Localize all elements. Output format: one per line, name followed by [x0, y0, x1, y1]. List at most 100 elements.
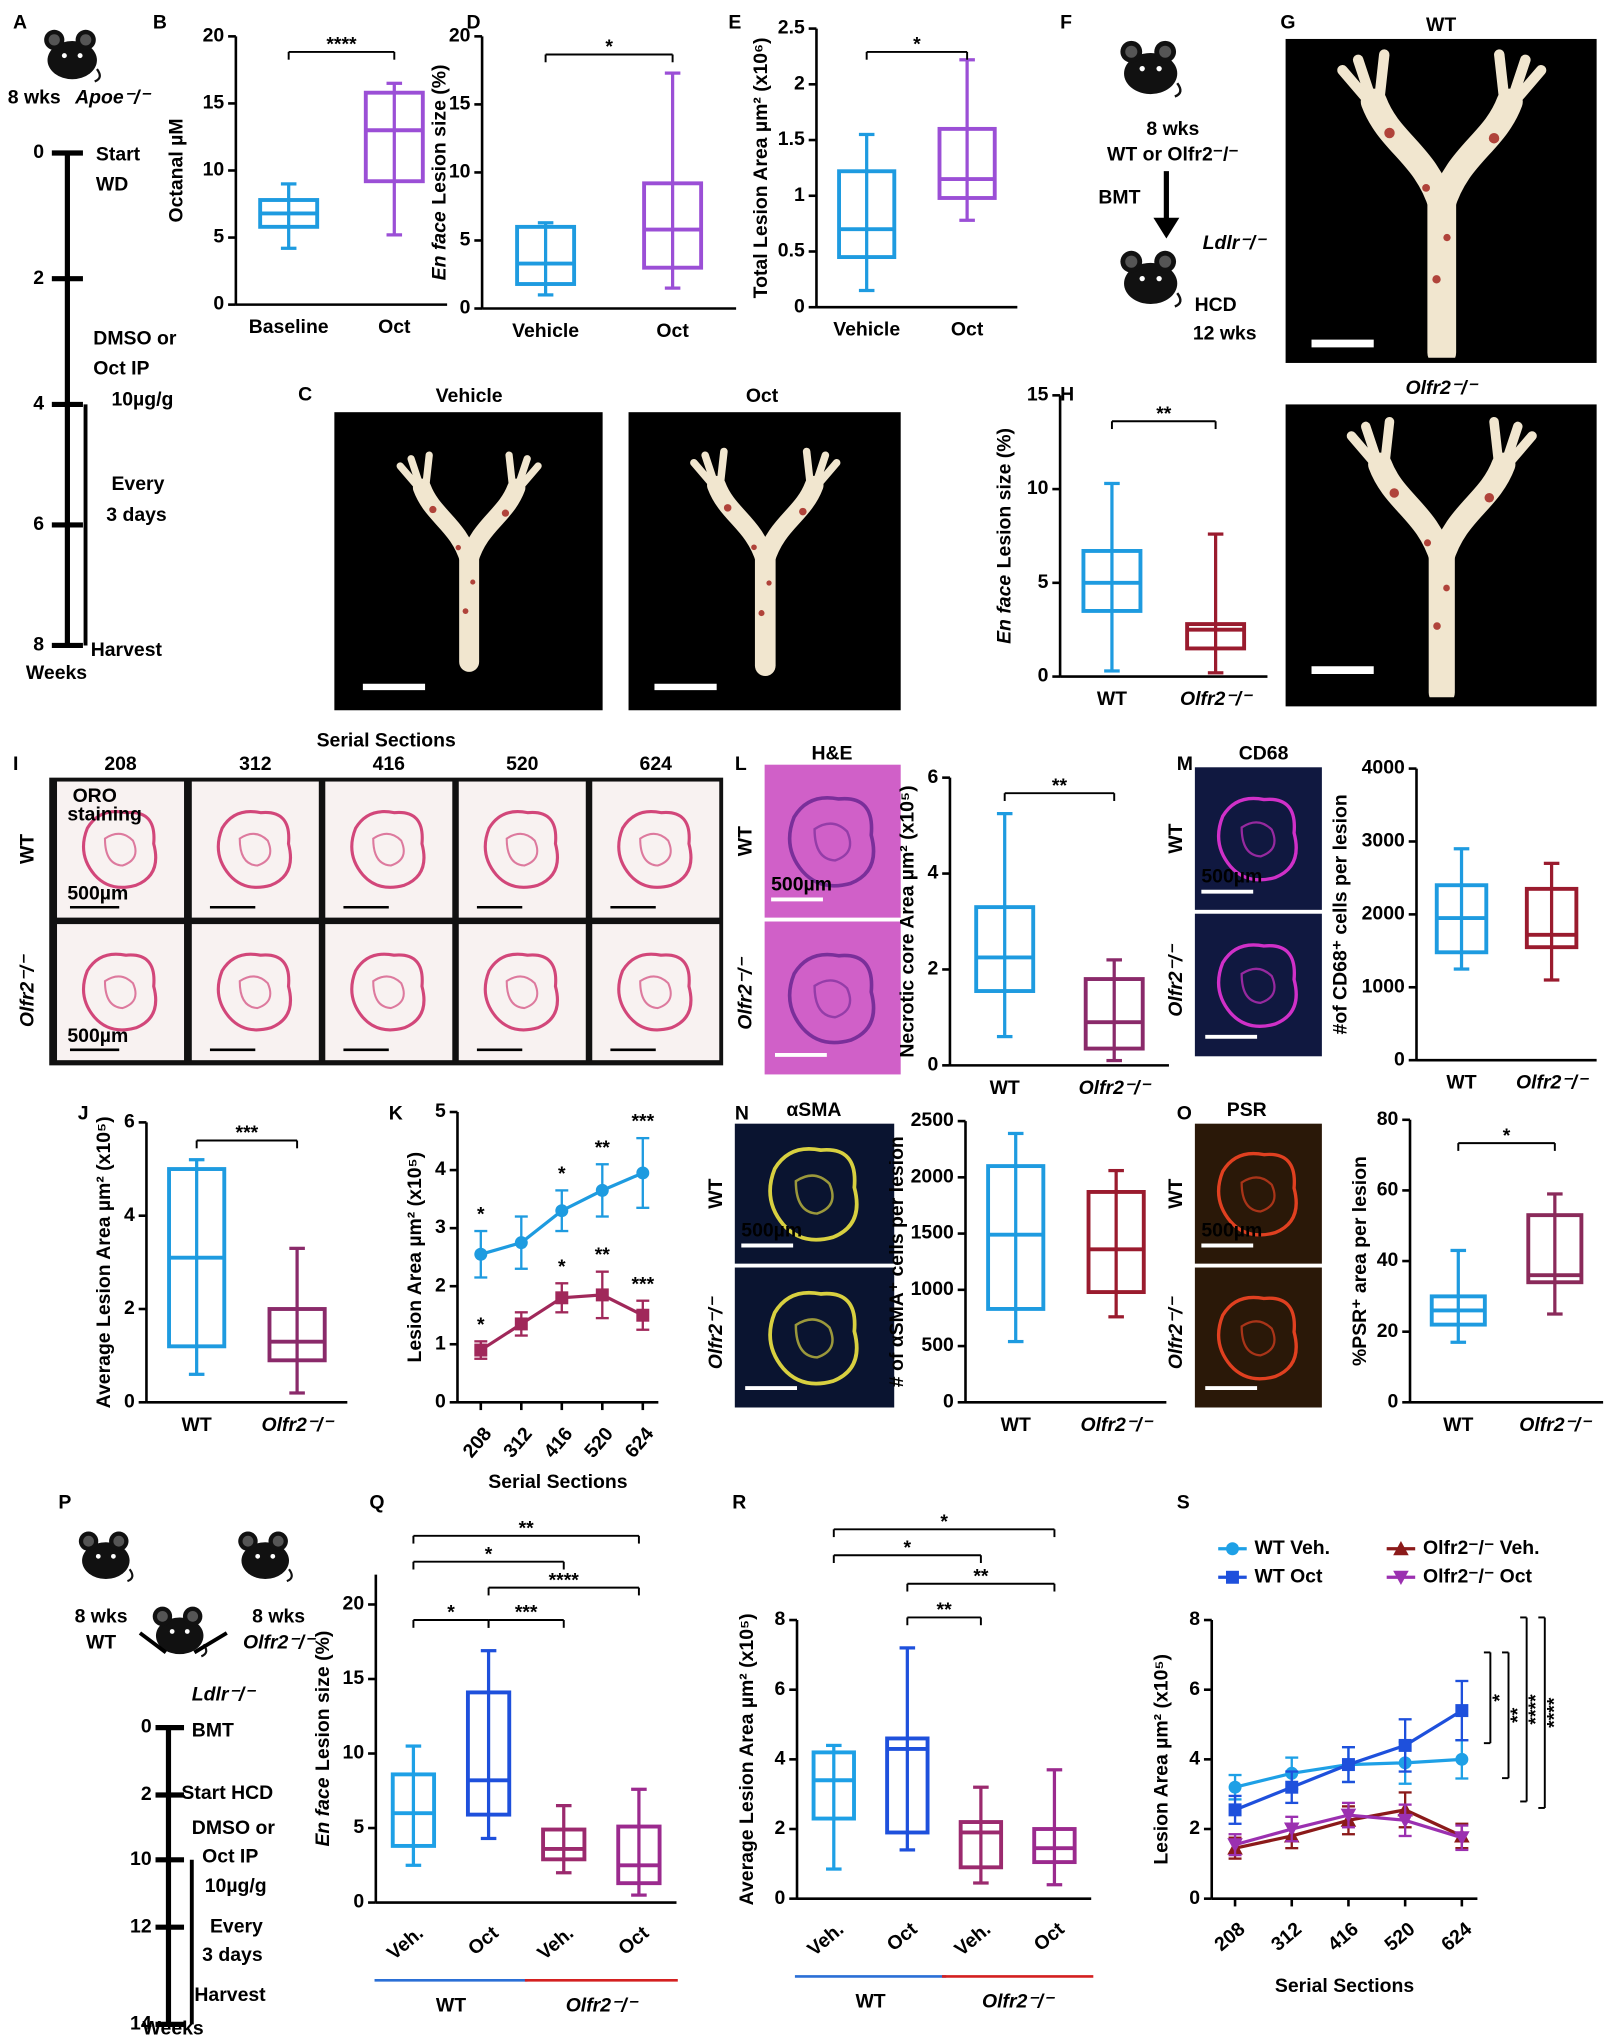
- x-tick-label: Vehicle: [833, 319, 900, 341]
- x-tick-label: Oct: [378, 316, 411, 338]
- significance: ***: [631, 1273, 654, 1295]
- significance: *: [1489, 1694, 1511, 1702]
- x-tick-label: Olfr2⁻/⁻: [1519, 1414, 1592, 1436]
- label: 12: [130, 1915, 152, 1937]
- label: WT: [1426, 14, 1456, 36]
- significance: ***: [236, 1122, 259, 1144]
- y-tick-label: 15: [1027, 383, 1049, 405]
- y-tick-label: 4: [1189, 1747, 1200, 1769]
- significance: **: [1507, 1707, 1529, 1723]
- label: Ldlr⁻/⁻: [1203, 232, 1267, 254]
- label: Olfr2⁻/⁻: [17, 954, 39, 1027]
- y-tick-label: 3000: [1362, 830, 1405, 852]
- y-axis-label: Average Lesion Area µm² (x10⁵): [736, 1613, 758, 1905]
- significance: ***: [631, 1111, 654, 1133]
- panel-letter: G: [1280, 12, 1295, 34]
- point: [1398, 1738, 1412, 1752]
- label: Apoe⁻/⁻: [74, 87, 151, 109]
- label: 12 wks: [1193, 323, 1257, 345]
- point: [1228, 1780, 1242, 1794]
- y-tick-label: 0: [435, 1390, 446, 1412]
- y-axis-label-text: Lesion Area µm² (x10⁵): [1151, 1654, 1173, 1865]
- legend-label: WT Oct: [1254, 1565, 1322, 1587]
- legend-marker: [1225, 1542, 1239, 1556]
- y-tick-label: 10: [1027, 477, 1049, 499]
- y-axis-label: #of CD68⁺ cells per lesion: [1329, 794, 1351, 1034]
- line: [138, 1631, 168, 1654]
- y-tick-label: 0.5: [778, 240, 805, 262]
- box: [937, 126, 997, 200]
- box: [1185, 622, 1247, 651]
- point: [1228, 1803, 1242, 1817]
- point: [1455, 1752, 1469, 1766]
- label: Every: [210, 1915, 263, 1937]
- point: [1227, 1838, 1243, 1853]
- y-tick-label: 2000: [1362, 903, 1405, 925]
- label: 14: [130, 2012, 152, 2034]
- section-image: [325, 924, 453, 1061]
- y-tick-label: 4: [775, 1747, 786, 1769]
- significance: **: [1052, 775, 1068, 797]
- label: Start HCD: [181, 1782, 273, 1804]
- section-image: [592, 781, 720, 918]
- section-image: [458, 781, 586, 918]
- y-axis-label-text: Lesion size (%): [994, 428, 1016, 568]
- y-tick-label: 2: [775, 1817, 786, 1839]
- point: [1454, 1831, 1470, 1846]
- label: 500µm: [741, 1219, 802, 1241]
- y-tick-label: 10: [203, 159, 225, 181]
- y-tick-label: 6: [775, 1678, 786, 1700]
- box: [1524, 886, 1579, 950]
- x-tick-label: WT: [1443, 1414, 1473, 1436]
- section-image: [57, 781, 185, 918]
- label: 520: [506, 753, 538, 775]
- panel-letter: H: [1060, 383, 1074, 405]
- group-label: WT: [855, 1990, 885, 2012]
- label: Olfr2⁻/⁻: [243, 1631, 316, 1653]
- y-tick-label: 0: [213, 293, 224, 315]
- section-image: [191, 781, 319, 918]
- y-tick-label: 1000: [911, 1278, 954, 1300]
- label: Olfr2⁻/⁻: [1165, 1296, 1187, 1369]
- label: 10µg/g: [111, 389, 173, 411]
- box: [958, 1820, 1004, 1870]
- section-image: [325, 781, 453, 918]
- box: [974, 905, 1036, 993]
- point: [1285, 1780, 1299, 1794]
- y-tick-label: 20: [449, 24, 471, 46]
- point: [1397, 1813, 1413, 1829]
- y-tick-label: 6: [124, 1111, 135, 1133]
- y-tick-label: 5: [1038, 571, 1049, 593]
- label: 500µm: [1201, 1219, 1262, 1241]
- y-axis-label: # of αSMA⁺ cells per lesion: [886, 1136, 908, 1387]
- x-tick-label: Olfr2⁻/⁻: [261, 1414, 334, 1436]
- group-label: Olfr2⁻/⁻: [982, 1990, 1055, 2012]
- point: [595, 1183, 609, 1197]
- box: [515, 224, 577, 286]
- section-image: [458, 924, 586, 1061]
- panel-letter: R: [732, 1492, 746, 1514]
- y-tick-label: 0: [1189, 1887, 1200, 1909]
- box: [267, 1307, 327, 1363]
- label: Weeks: [143, 2018, 204, 2040]
- y-tick-label: 20: [343, 1593, 365, 1615]
- line: [193, 1631, 228, 1655]
- y-axis-label: En face Lesion size (%): [429, 65, 451, 281]
- y-tick-label: 5: [435, 1100, 446, 1122]
- y-axis-label-text: Average Lesion Area µm² (x10⁵): [736, 1613, 758, 1905]
- mouse: [237, 1530, 293, 1583]
- stain-image: [1194, 1123, 1322, 1264]
- label: Harvest: [91, 639, 163, 661]
- y-axis-label-text: Lesion size (%): [312, 1631, 334, 1771]
- y-axis-label-italic: En face: [994, 575, 1016, 644]
- label: 312: [239, 753, 272, 775]
- label: Start: [96, 144, 141, 166]
- label: staining: [67, 803, 141, 825]
- x-tick-label: Oct: [883, 1918, 922, 1956]
- y-tick-label: 15: [449, 93, 471, 115]
- label: WT: [1165, 823, 1187, 853]
- panel-letter: L: [735, 753, 747, 775]
- y-tick-label: 0: [1038, 665, 1049, 687]
- x-tick-label: 520: [580, 1423, 618, 1462]
- y-tick-label: 4: [124, 1204, 135, 1226]
